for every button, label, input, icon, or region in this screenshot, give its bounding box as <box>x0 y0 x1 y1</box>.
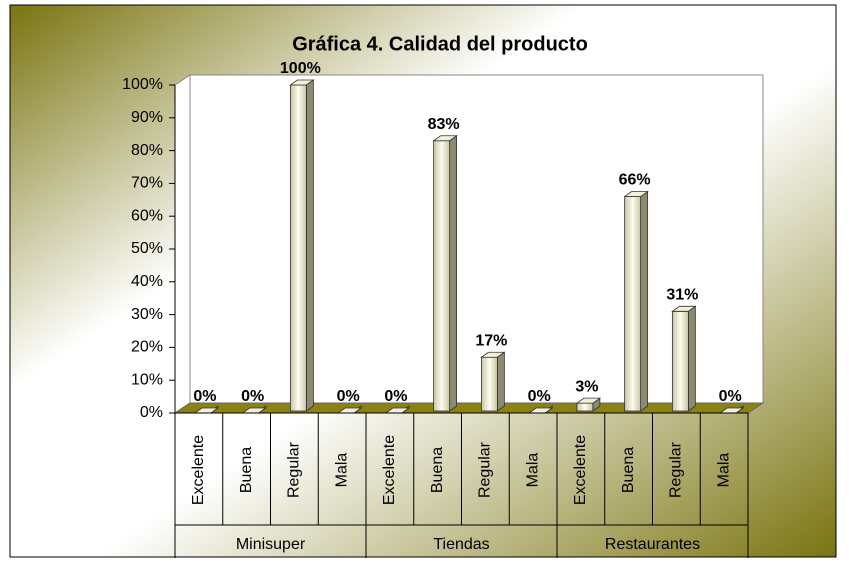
y-tick-label: 70% <box>131 175 163 192</box>
bar <box>671 310 689 412</box>
side-wall <box>174 74 191 414</box>
y-tick-label: 40% <box>131 273 163 290</box>
bar-top <box>289 79 315 86</box>
bar-top <box>623 191 649 197</box>
value-label: 3% <box>575 378 598 395</box>
group-label: Minisuper <box>236 536 306 553</box>
value-label: 66% <box>619 172 651 189</box>
bar-side <box>687 305 696 412</box>
x-tick-label: Regular <box>668 441 685 498</box>
bar <box>624 196 642 412</box>
bar-side <box>449 134 458 412</box>
bar-top <box>671 305 697 312</box>
value-label: 100% <box>280 60 321 77</box>
value-label: 0% <box>384 388 407 405</box>
bar-top <box>432 135 458 142</box>
x-tick-label: Excelente <box>572 435 589 505</box>
x-tick-label: Regular <box>477 441 494 498</box>
y-tick-label: 100% <box>122 76 163 93</box>
x-tick-label: Buena <box>429 447 446 493</box>
bar-side <box>305 79 314 412</box>
x-tick-label: Excelente <box>190 435 207 505</box>
value-label: 0% <box>241 388 264 405</box>
x-tick-label: Mala <box>715 453 732 488</box>
x-tick-label: Regular <box>286 441 303 498</box>
chart-title: Gráfica 4. Calidad del producto <box>292 33 588 55</box>
value-label: 0% <box>337 388 360 405</box>
bar-top <box>480 351 506 358</box>
x-tick-label: Mala <box>524 453 541 488</box>
value-label: 0% <box>193 388 216 405</box>
bar-side <box>640 190 649 412</box>
value-label: 0% <box>719 388 742 405</box>
bar-side <box>496 351 505 412</box>
bar <box>576 402 594 412</box>
x-tick-label: Mala <box>333 453 350 488</box>
bar <box>433 140 451 412</box>
value-label: 31% <box>666 287 698 304</box>
value-label: 83% <box>428 116 460 133</box>
value-label: 17% <box>475 332 507 349</box>
y-tick-label: 60% <box>131 207 163 224</box>
group-label: Tiendas <box>433 536 489 553</box>
y-tick-label: 10% <box>131 371 163 388</box>
y-tick-label: 0% <box>140 404 163 421</box>
bar <box>480 356 498 412</box>
back-wall <box>189 74 764 404</box>
y-tick-label: 50% <box>131 240 163 257</box>
bar-top <box>575 397 602 404</box>
value-label: 0% <box>528 388 551 405</box>
x-tick-label: Buena <box>620 447 637 493</box>
bar <box>289 84 307 412</box>
y-tick-label: 80% <box>131 142 163 159</box>
y-tick-label: 20% <box>131 339 163 356</box>
y-tick-label: 90% <box>131 109 163 126</box>
y-tick-label: 30% <box>131 306 163 323</box>
group-label: Restaurantes <box>605 536 700 553</box>
x-tick-label: Buena <box>238 447 255 493</box>
x-tick-label: Excelente <box>381 435 398 505</box>
